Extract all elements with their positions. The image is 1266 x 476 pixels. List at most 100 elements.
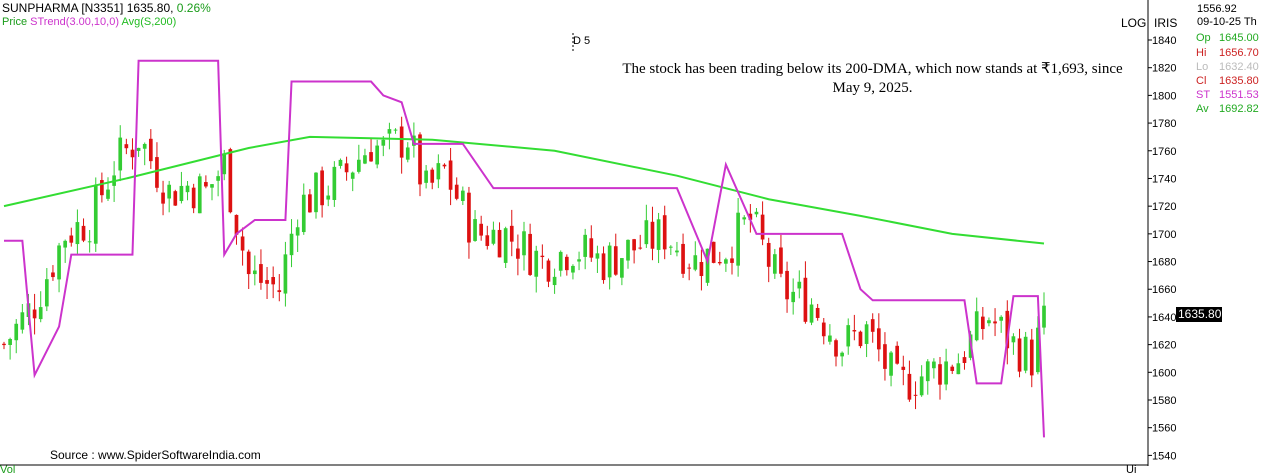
source-credit: Source : www.SpiderSoftwareIndia.com [50,448,261,462]
candle [167,180,172,213]
candle [63,239,68,263]
y-tick-label: 1700 [1152,229,1176,241]
info-value: 1635.80 [1219,75,1259,87]
candle-body [14,323,19,341]
candle [925,359,930,395]
candle-body [858,331,863,347]
last-price-badge: 1635.80 [1176,307,1222,322]
candle [173,189,178,206]
candle [277,274,282,302]
candle-body [760,214,765,240]
candle-body [142,143,147,149]
log-scale-toggle[interactable]: LOG [1121,16,1147,30]
candle-body [883,344,887,369]
info-key: ST [1196,89,1211,101]
candle-body [613,246,618,275]
candle-body [509,225,514,242]
header-symbol-line: SUNPHARMA [N3351] 1635.80, 0.26% [2,2,211,14]
candle [620,258,624,286]
y-tick-label: 1820 [1152,63,1176,75]
candle [259,249,263,290]
candle-body [766,242,771,267]
info-row-low: Lo 1632.40 [1196,62,1259,73]
candle [785,261,789,313]
candle [142,142,147,166]
candle-body [644,220,649,245]
candle [93,177,98,252]
candle-body [944,361,948,385]
candle-body [852,330,857,332]
candle-body [583,234,588,257]
candle [932,358,936,379]
candle-body [240,236,245,251]
candle-body [724,259,728,264]
candle [552,268,557,294]
candle [852,314,857,341]
candle [815,303,820,321]
candle-body [356,159,361,172]
candle-body [828,335,832,342]
candle [479,215,484,241]
candle [644,204,649,248]
candle [772,248,777,279]
candle-body [589,238,594,258]
candle-body [136,147,141,151]
info-key: Av [1196,103,1209,115]
candle-body [204,182,208,187]
candle [987,317,991,327]
candle [528,223,532,276]
candle-body [889,352,893,376]
y-tick-label: 1540 [1152,450,1176,462]
candle [571,264,575,280]
candle [1042,292,1046,335]
candle-body [675,250,679,253]
candle [44,268,49,312]
candle-body [791,291,796,303]
candle-body [577,259,581,262]
candle-body [901,366,906,370]
candle-body [1005,310,1010,349]
candle-body [846,325,851,347]
candle [363,148,367,165]
candle-body [656,219,661,250]
candle [736,198,740,277]
candle [350,171,355,192]
candle-body [350,172,355,179]
candle-body [124,144,129,149]
candle-body [638,247,643,249]
candle [314,172,318,219]
candle-body [216,176,220,181]
candle-body [895,345,900,364]
candle-body [534,250,539,277]
candle-body [516,248,520,259]
candle-body [626,239,630,261]
candle [308,189,312,213]
candle-body [742,217,747,220]
iris-toggle[interactable]: IRIS [1154,16,1178,30]
candle-body [344,163,349,173]
candle [424,165,428,189]
candle-body [75,222,80,245]
candle [766,237,771,283]
candle-body [913,394,918,396]
candle-body [864,324,869,344]
y-tick-label: 1680 [1152,257,1176,269]
y-tick-label: 1800 [1152,90,1176,102]
candle-body [668,246,673,248]
candle-body [999,316,1004,321]
candle-body [546,260,551,282]
candle-body [424,170,428,183]
candle-body [1017,338,1022,372]
candle-body [540,255,545,258]
candle [613,233,618,276]
candle [779,234,783,278]
candle [503,226,508,268]
info-value: 1645.00 [1219,32,1259,44]
candle-body [375,145,380,165]
candle-body [1042,305,1046,328]
candle [1029,328,1034,388]
candle-body [277,290,282,293]
info-row-open: Op 1645.00 [1196,33,1259,44]
candle [595,245,600,273]
